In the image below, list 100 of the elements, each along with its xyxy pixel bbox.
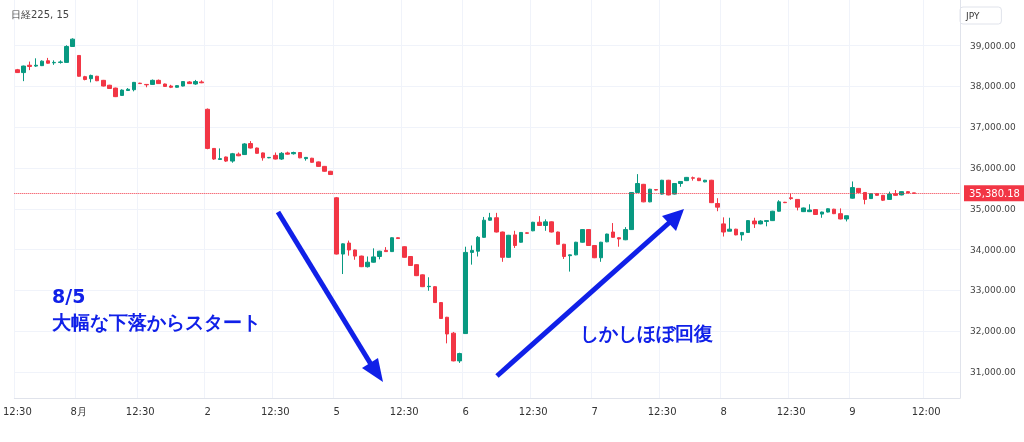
candlestick — [525, 231, 529, 235]
candlestick — [684, 176, 689, 182]
candlestick — [175, 84, 179, 89]
candlestick — [611, 222, 615, 239]
candlestick — [697, 177, 701, 182]
candlestick — [255, 147, 259, 155]
candlestick — [230, 152, 235, 164]
candlestick — [83, 75, 87, 81]
candlestick — [654, 188, 658, 191]
y-tick-label: 36,000.00 — [970, 163, 1017, 174]
candlestick — [549, 220, 554, 233]
candlestick — [205, 107, 210, 150]
candlestick — [285, 151, 290, 156]
x-tick-label: 7 — [591, 405, 598, 417]
candlestick — [156, 79, 161, 85]
candlestick — [341, 242, 345, 275]
candlestick — [15, 68, 20, 74]
candlestick — [562, 243, 566, 260]
candlestick — [347, 240, 351, 257]
x-tick-label: 12:30 — [776, 405, 806, 417]
candlestick — [463, 246, 468, 335]
x-tick-label: 12:30 — [2, 405, 32, 417]
candlestick — [169, 84, 173, 89]
candlestick — [832, 208, 836, 215]
candlestick — [531, 221, 535, 232]
x-tick-label: 12:30 — [260, 405, 290, 417]
candlestick — [568, 253, 572, 273]
candlestick — [34, 57, 38, 68]
x-tick-label: 12:30 — [518, 405, 548, 417]
x-tick-label: 12:30 — [389, 405, 419, 417]
x-tick-label: 12:00 — [911, 405, 941, 417]
candlestick — [734, 228, 738, 236]
candlestick — [334, 196, 339, 255]
candlestick — [396, 236, 400, 240]
candlestick — [660, 179, 664, 196]
candlestick — [605, 233, 609, 243]
y-tick-label: 37,000.00 — [970, 122, 1017, 133]
candlestick — [488, 212, 492, 222]
candlestick — [691, 176, 695, 182]
y-tick-label: 32,000.00 — [970, 326, 1017, 337]
annotation: 8/5 大幅な下落からスタート — [52, 284, 261, 335]
candlestick — [46, 57, 50, 65]
candlestick — [21, 65, 26, 82]
candlestick — [721, 216, 726, 238]
candlestick — [390, 236, 394, 253]
candlestick — [580, 228, 585, 244]
candlestick — [95, 75, 99, 82]
candlestick — [838, 207, 843, 220]
y-tick-label: 35,000.00 — [970, 203, 1017, 214]
text: 日経225, 15 — [11, 8, 70, 20]
candlestick — [844, 215, 849, 222]
candlestick — [439, 301, 443, 320]
candlestick — [89, 74, 93, 83]
y-tick-label: 33,000.00 — [970, 285, 1017, 296]
x-tick-label: 12:30 — [647, 405, 677, 417]
candlestick — [727, 217, 732, 232]
candlestick — [869, 192, 873, 200]
candlestick — [291, 151, 296, 156]
candlestick — [126, 87, 130, 92]
candlestick — [813, 208, 818, 216]
candlestick — [144, 83, 149, 88]
candlestick — [746, 219, 750, 234]
candlestick — [740, 231, 744, 242]
candlestick — [163, 83, 167, 88]
x-tick-label: 6 — [462, 405, 469, 417]
candlestick — [181, 80, 185, 87]
candlestick — [887, 191, 892, 201]
candlestick — [218, 147, 222, 160]
candlestick — [470, 244, 474, 266]
y-tick-label: 38,000.00 — [970, 81, 1017, 92]
candlestick — [77, 54, 81, 78]
y-tick-label: 39,000.00 — [970, 40, 1017, 51]
candlestick — [820, 211, 824, 219]
x-tick-label: 12:30 — [125, 405, 155, 417]
y-axis-title: JPY — [965, 10, 980, 21]
x-tick-label: 5 — [333, 405, 340, 417]
candlestick — [261, 152, 265, 162]
candlestick — [193, 79, 198, 86]
candlestick — [27, 61, 32, 71]
candlestick — [427, 276, 431, 292]
candlestick — [120, 88, 124, 97]
candlestick — [519, 231, 523, 244]
candlestick — [445, 316, 449, 344]
candlestick — [777, 199, 781, 213]
candlestick — [353, 249, 357, 261]
candlestick — [451, 331, 456, 362]
candlestick — [248, 140, 253, 149]
candlestick — [617, 236, 621, 248]
candlestick — [433, 285, 437, 304]
candlestick — [212, 147, 216, 161]
y-tick-label: 34,000.00 — [970, 244, 1017, 255]
candlestick — [310, 157, 314, 164]
candlestick — [543, 218, 548, 232]
x-tick-label: 8月 — [70, 405, 87, 417]
candlestick — [242, 142, 247, 156]
candlestick — [476, 235, 480, 257]
candlestick — [52, 59, 56, 66]
ref-line-label: 35,380.18 — [969, 187, 1020, 199]
candlestick — [506, 234, 511, 259]
candlestick — [795, 198, 800, 211]
